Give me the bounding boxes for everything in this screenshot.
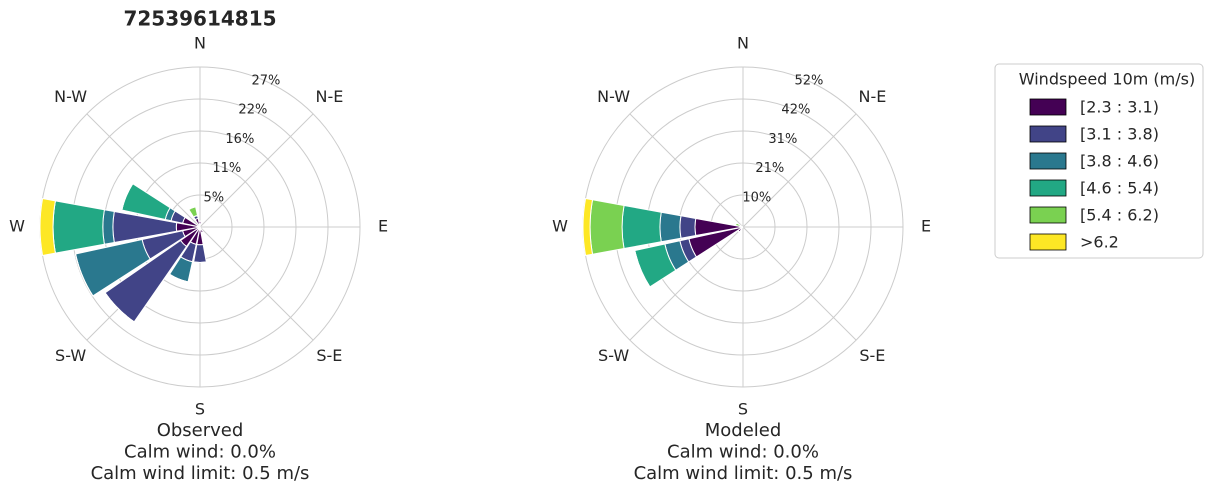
wind-bar	[52, 200, 105, 254]
r-tick-label: 10%	[742, 190, 771, 205]
direction-label: S-E	[316, 346, 342, 365]
wind-bar	[734, 222, 737, 226]
direction-label: N-E	[315, 87, 343, 106]
legend-label: [4.6 : 5.4)	[1080, 179, 1159, 198]
direction-label: W	[9, 217, 25, 236]
legend-label: [3.1 : 3.8)	[1080, 125, 1159, 144]
wind-bar	[193, 261, 207, 264]
r-tick-label: 16%	[225, 132, 254, 147]
r-tick-label: 42%	[781, 103, 810, 118]
direction-label: S-W	[598, 346, 629, 365]
direction-label: E	[378, 217, 388, 236]
x-label: Calm wind limit: 0.5 m/s	[91, 463, 310, 484]
wind-bar	[582, 197, 594, 257]
r-tick-label: 5%	[204, 190, 225, 205]
wind-bar	[39, 197, 56, 257]
wind-bar	[589, 199, 625, 255]
legend-label: [2.3 : 3.1)	[1080, 98, 1159, 117]
legend-label: [5.4 : 6.2)	[1080, 206, 1159, 225]
x-label: Calm wind: 0.0%	[667, 442, 819, 463]
r-tick-label: 11%	[212, 161, 241, 176]
spoke	[629, 226, 744, 341]
direction-label: N	[737, 34, 749, 53]
r-tick-label: 31%	[768, 132, 797, 147]
spoke	[629, 113, 744, 228]
legend-swatch	[1029, 125, 1067, 143]
legend-label: [3.8 : 4.6)	[1080, 152, 1159, 171]
r-tick-label: 52%	[794, 74, 823, 89]
r-tick-label: 21%	[755, 161, 784, 176]
legend-swatch	[1029, 152, 1067, 170]
wind-bar	[102, 209, 115, 245]
x-label: Modeled	[705, 420, 782, 441]
direction-label: N-W	[597, 87, 630, 106]
spoke	[199, 113, 314, 228]
r-tick-label: 22%	[238, 103, 267, 118]
direction-label: N-E	[858, 87, 886, 106]
wind-bar	[737, 230, 740, 233]
wind-bar	[659, 211, 682, 243]
legend-swatch	[1029, 179, 1067, 197]
wind-bar	[634, 250, 651, 288]
wind-bar	[679, 215, 697, 239]
x-label: Calm wind limit: 0.5 m/s	[634, 463, 853, 484]
direction-label: S-E	[859, 346, 885, 365]
legend-title: Windspeed 10m (m/s)	[1019, 70, 1195, 89]
x-label: Calm wind: 0.0%	[124, 442, 276, 463]
spoke	[742, 113, 857, 228]
direction-label: E	[921, 217, 931, 236]
spoke	[86, 113, 201, 228]
direction-label: N	[194, 34, 206, 53]
legend-swatch	[1029, 98, 1067, 116]
wind-bar	[188, 206, 196, 210]
direction-label: S	[738, 400, 748, 419]
legend-swatch	[1029, 206, 1067, 224]
wind-bar	[621, 204, 662, 250]
direction-label: W	[552, 217, 568, 236]
x-label: Observed	[157, 420, 244, 441]
direction-label: N-W	[54, 87, 87, 106]
spoke	[742, 226, 857, 341]
legend-swatch	[1029, 233, 1067, 251]
spoke	[199, 226, 314, 341]
chart-title: 72539614815	[123, 7, 276, 31]
direction-label: S	[195, 400, 205, 419]
direction-label: S-W	[55, 346, 86, 365]
legend-label: >6.2	[1080, 233, 1119, 252]
r-tick-label: 27%	[251, 74, 280, 89]
